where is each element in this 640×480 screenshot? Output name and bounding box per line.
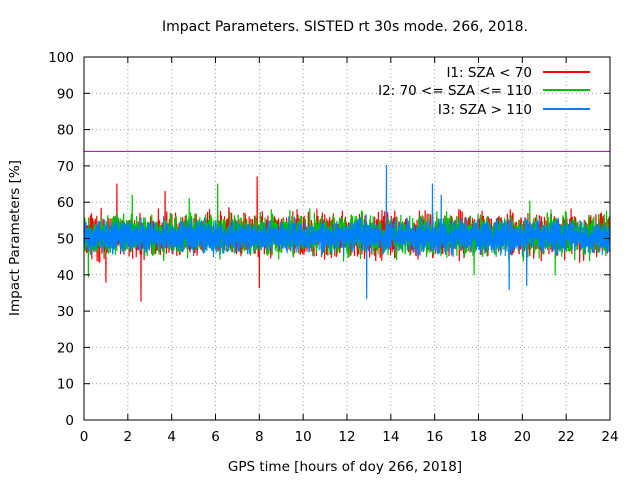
legend: I1: SZA < 70 I2: 70 <= SZA <= 110 I3: SZA … [378,65,590,118]
x-tick-label: 14 [382,429,399,445]
chart-title: Impact Parameters. SISTED rt 30s mode. 2… [162,19,528,35]
series-line-3 [83,164,611,299]
legend-label-2: I2: 70 <= SZA <= 110 [378,83,532,99]
x-tick-label: 4 [167,429,176,445]
x-tick-label: 2 [124,429,133,445]
x-tick-label: 16 [426,429,443,445]
series-layer [83,164,611,302]
x-tick-label: 20 [514,429,531,445]
x-axis-label: GPS time [hours of doy 266, 2018] [228,459,462,475]
y-tick-label: 0 [65,413,74,429]
y-tick-label: 100 [48,50,74,66]
ticks: 0 2 4 6 8 10 12 14 16 18 20 22 240102030405060708090… [48,50,618,445]
grid [84,57,610,420]
y-axis-label: Impact Parameters [%] [7,160,23,316]
x-tick-label: 6 [211,429,220,445]
x-tick-label: 22 [558,429,575,445]
x-tick-label: 12 [338,429,355,445]
legend-label-1: I1: SZA < 70 [446,65,532,81]
y-tick-label: 60 [57,195,74,211]
y-tick-label: 20 [57,340,74,356]
x-tick-label: 24 [601,429,618,445]
y-tick-label: 80 [57,123,74,139]
x-tick-label: 8 [255,429,264,445]
x-tick-label: 10 [295,429,312,445]
x-tick-label: 18 [470,429,487,445]
x-tick-label: 0 [80,429,89,445]
y-tick-label: 90 [57,86,74,102]
y-tick-label: 70 [57,159,74,175]
y-tick-label: 10 [57,377,74,393]
y-tick-label: 40 [57,268,74,284]
y-tick-label: 50 [57,232,74,248]
y-tick-label: 30 [57,304,74,320]
legend-label-3: I3: SZA > 110 [438,102,532,118]
